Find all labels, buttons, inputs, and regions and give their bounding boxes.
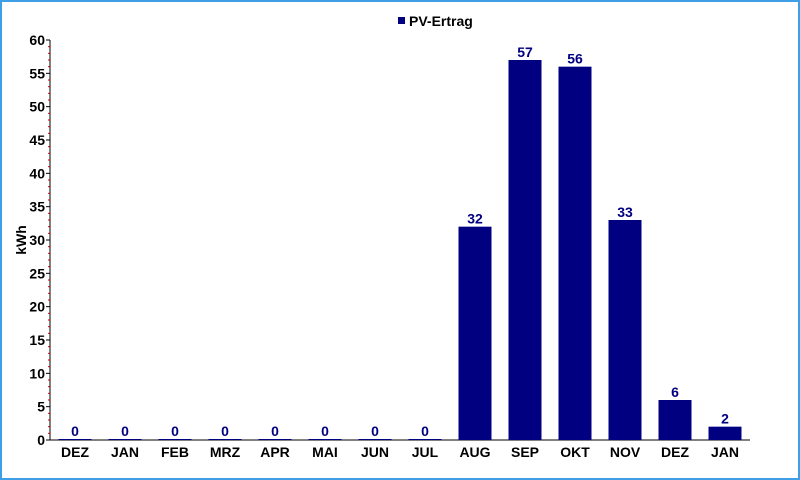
y-tick-label: 10 [29,365,45,381]
data-label: 0 [71,423,79,439]
bar [608,220,642,440]
data-label: 0 [271,423,279,439]
x-tick-label: JUL [412,444,439,460]
x-tick-label: AUG [459,444,490,460]
data-label: 32 [467,211,483,227]
bar [508,60,542,440]
y-tick-label: 25 [29,265,45,281]
y-tick-label: 15 [29,332,45,348]
x-tick-label: JAN [111,444,139,460]
bar [208,439,242,440]
x-tick-label: SEP [511,444,539,460]
bar [358,439,392,440]
x-axis: DEZ JAN FEB MRZ APR MAI JUN JUL AUG SEP OKT NOV DEZ J… [50,439,750,460]
data-label: 0 [371,423,379,439]
x-tick-label: FEB [161,444,189,460]
bar [258,439,292,440]
bar [158,439,192,440]
x-tick-label: APR [260,444,290,460]
legend-label-pv-ertrag: PV-Ertrag [409,13,473,29]
legend: PV-Ertrag [398,13,473,29]
data-label: 6 [671,384,679,400]
bar [108,439,142,440]
y-tick-label: 30 [29,232,45,248]
x-tick-label: DEZ [661,444,689,460]
y-tick-label: 60 [29,32,45,48]
x-tick-label: MRZ [210,444,241,460]
x-tick-label: JUN [361,444,389,460]
data-label: 0 [121,423,129,439]
bar [658,400,692,440]
data-label: 56 [567,51,583,67]
bar [308,439,342,440]
y-tick-label: 50 [29,99,45,115]
y-tick-label: 0 [37,432,45,448]
y-tick-label: 35 [29,199,45,215]
bar [558,66,592,441]
x-tick-label: JAN [711,444,739,460]
x-tick-label: NOV [610,444,641,460]
y-tick-label: 45 [29,132,45,148]
y-tick-label: 40 [29,165,45,181]
x-tick-label: DEZ [61,444,89,460]
y-tick-label: 55 [29,65,45,81]
y-axis: 0 5 10 15 20 25 30 35 40 45 50 55 60 [29,32,51,448]
x-tick-label: OKT [560,444,590,460]
legend-swatch-pv-ertrag [398,17,405,24]
data-label: 0 [321,423,329,439]
bar [708,426,742,440]
data-label: 57 [517,44,533,60]
y-tick-label: 20 [29,299,45,315]
x-tick-label: MAI [312,444,338,460]
data-label: 0 [171,423,179,439]
data-label: 33 [617,204,633,220]
data-label: 0 [421,423,429,439]
bar [58,439,92,440]
bars: 0 0 0 0 0 0 0 0 32 57 56 33 6 2 [58,44,742,441]
bar [408,439,442,440]
y-axis-label: kWh [13,225,29,255]
data-label: 0 [221,423,229,439]
bar [458,226,492,440]
y-tick-label: 5 [37,399,45,415]
data-label: 2 [721,411,729,427]
